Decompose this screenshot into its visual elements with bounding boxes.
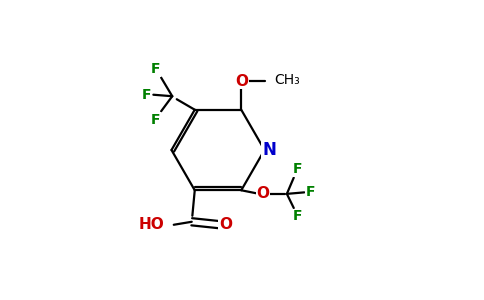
Text: O: O: [257, 186, 270, 201]
Text: HO: HO: [139, 217, 165, 232]
Text: F: F: [305, 185, 315, 200]
Text: F: F: [151, 62, 161, 76]
Text: F: F: [142, 88, 151, 102]
Text: F: F: [293, 162, 302, 176]
Text: F: F: [151, 112, 161, 127]
Text: O: O: [235, 74, 248, 89]
Text: F: F: [293, 209, 302, 224]
Text: CH₃: CH₃: [274, 73, 300, 87]
Text: N: N: [262, 141, 276, 159]
Text: O: O: [219, 217, 232, 232]
